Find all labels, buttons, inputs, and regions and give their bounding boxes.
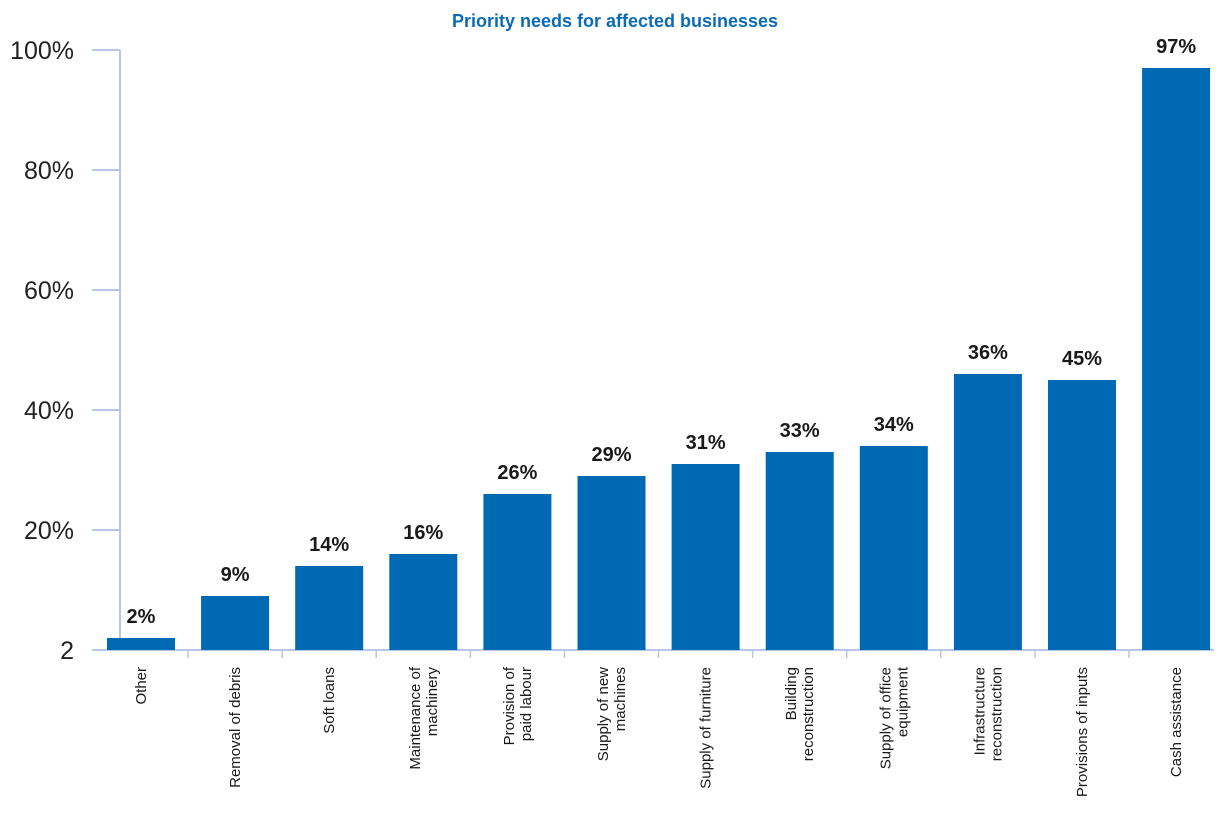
x-tick-label-line: Provision of bbox=[501, 666, 518, 745]
x-tick-label-line: Supply of office bbox=[877, 667, 894, 769]
y-tick-label: 100% bbox=[10, 37, 74, 65]
x-tick-label-line: Removal of debris bbox=[227, 667, 244, 788]
x-tick-label: Provision of paid labour bbox=[501, 666, 535, 745]
x-tick-label-line: Soft loans bbox=[321, 667, 338, 734]
x-tick-label-line: Supply of furniture bbox=[698, 667, 715, 789]
y-tick-label: 40% bbox=[24, 397, 74, 425]
y-tick-label: 60% bbox=[24, 277, 74, 305]
y-tick-label: 80% bbox=[24, 157, 74, 185]
data-label: 97% bbox=[1156, 36, 1196, 58]
bar bbox=[953, 374, 1022, 650]
bar bbox=[577, 476, 646, 650]
chart-title: Priority needs for affected businesses bbox=[452, 11, 778, 31]
x-tick-label: Building reconstruction bbox=[783, 667, 817, 761]
data-label: 2% bbox=[127, 606, 156, 628]
data-label: 26% bbox=[497, 462, 537, 484]
x-tick-label-line: Cash assistance bbox=[1168, 667, 1185, 777]
bar bbox=[483, 494, 552, 650]
x-tick-label: Removal of debris bbox=[227, 667, 244, 788]
x-tick-label-line: Building bbox=[783, 667, 800, 720]
bar bbox=[859, 446, 928, 650]
bar bbox=[671, 464, 740, 650]
bar bbox=[201, 596, 270, 650]
x-tick-label: Supply of furniture bbox=[698, 667, 715, 789]
x-tick-label: Other bbox=[133, 667, 150, 705]
x-tick-label: Soft loans bbox=[321, 667, 338, 734]
x-tick-label-line: paid labour bbox=[518, 667, 535, 741]
x-tick-label-line: reconstruction bbox=[988, 667, 1005, 761]
data-label: 33% bbox=[780, 420, 820, 442]
bar bbox=[765, 452, 834, 650]
bar bbox=[295, 566, 364, 650]
data-label: 14% bbox=[309, 534, 349, 556]
x-tick-label-line: Infrastructure bbox=[971, 667, 988, 755]
x-axis bbox=[92, 649, 1214, 658]
data-label: 34% bbox=[874, 414, 914, 436]
x-tick-label-line: reconstruction bbox=[800, 667, 817, 761]
x-tick-label: Maintenance of machinery bbox=[407, 666, 441, 769]
x-tick-label-line: machinery bbox=[424, 667, 441, 737]
x-tick-label: Supply of office equipment bbox=[877, 666, 911, 769]
bar bbox=[1142, 68, 1211, 650]
data-label: 31% bbox=[686, 432, 726, 454]
x-tick-label: Supply of new machines bbox=[595, 667, 629, 761]
bar bbox=[389, 554, 458, 650]
x-tick-label-line: equipment bbox=[894, 666, 911, 737]
data-label: 36% bbox=[968, 342, 1008, 364]
bars bbox=[107, 68, 1211, 650]
x-tick-label-line: Other bbox=[133, 667, 150, 705]
x-tick-label: Cash assistance bbox=[1168, 667, 1185, 777]
data-label: 29% bbox=[591, 444, 631, 466]
data-labels: 2% 9% 14% 16% 26% 29% 31% 33% 34% 36% 45% 97% bbox=[127, 36, 1197, 628]
y-tick-label: 20% bbox=[24, 517, 74, 545]
data-label: 9% bbox=[221, 564, 250, 586]
x-tick-label-line: Supply of new bbox=[595, 667, 612, 761]
x-tick-labels: Other Removal of debris Soft loans Maintena… bbox=[133, 666, 1185, 797]
y-axis: 2 20% 40% 60% 80% 100% bbox=[10, 37, 121, 665]
x-tick-label: Infrastructure reconstruction bbox=[971, 667, 1005, 761]
x-tick-label-line: Maintenance of bbox=[407, 666, 424, 769]
x-tick-label-line: Provisions of inputs bbox=[1074, 667, 1091, 797]
bar bbox=[107, 638, 175, 650]
x-tick-label: Provisions of inputs bbox=[1074, 667, 1091, 797]
data-label: 16% bbox=[403, 522, 443, 544]
x-tick-label-line: machines bbox=[612, 667, 629, 731]
y-tick-label: 2 bbox=[60, 637, 74, 665]
data-label: 45% bbox=[1062, 348, 1102, 370]
bar bbox=[1048, 380, 1116, 650]
